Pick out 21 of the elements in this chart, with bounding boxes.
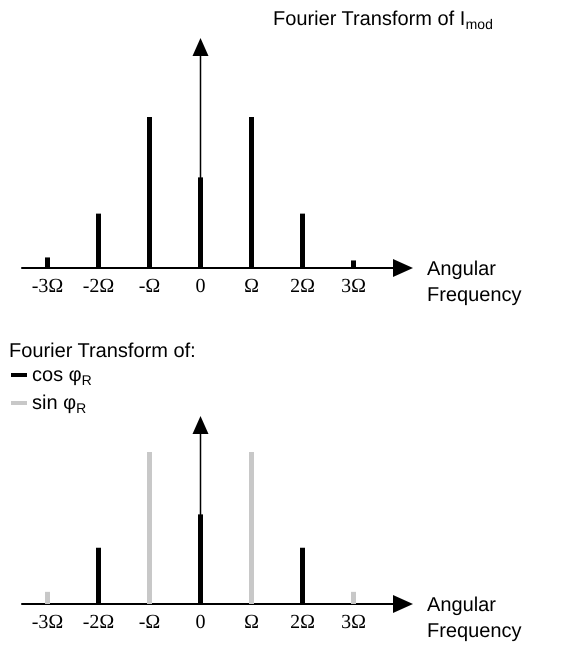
- x-tick-label: 3Ω: [341, 611, 366, 633]
- chart-title: Fourier Transform of:: [9, 340, 196, 362]
- x-tick-label: -3Ω: [32, 275, 64, 297]
- bar: [45, 592, 50, 604]
- x-tick-label: 3Ω: [341, 275, 366, 297]
- bar: [147, 452, 152, 604]
- x-tick-label: -2Ω: [82, 275, 114, 297]
- bar: [249, 452, 254, 604]
- x-tick-label: 2Ω: [290, 275, 315, 297]
- x-tick-label: 2Ω: [290, 611, 315, 633]
- x-tick-label: 0: [196, 611, 206, 633]
- x-tick-label: -Ω: [138, 611, 160, 633]
- x-tick-label: -Ω: [138, 275, 160, 297]
- x-tick-label: -2Ω: [82, 611, 114, 633]
- x-axis-title: Angular Frequency: [427, 594, 522, 642]
- bar: [351, 592, 356, 604]
- x-axis-title: Angular Frequency: [427, 258, 522, 306]
- x-tick-label: Ω: [244, 275, 259, 297]
- x-tick-label: -3Ω: [32, 611, 64, 633]
- x-tick-label: 0: [196, 275, 206, 297]
- x-tick-label: Ω: [244, 611, 259, 633]
